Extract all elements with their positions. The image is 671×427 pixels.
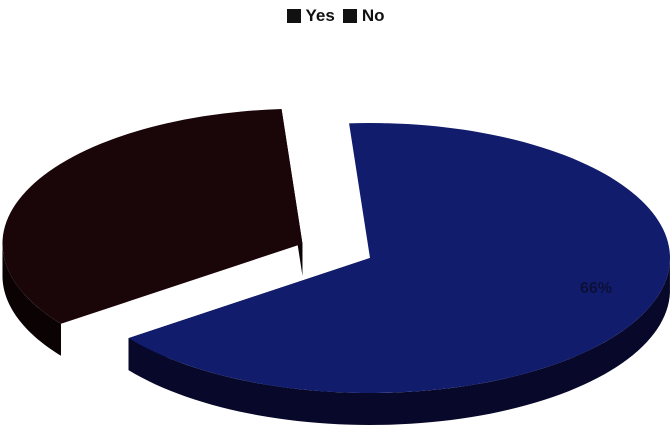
legend-label-no: No xyxy=(361,6,385,25)
legend-item-no: No xyxy=(342,6,385,26)
pie-slice-no-side xyxy=(2,245,61,356)
chart-legend: Yes No xyxy=(0,6,671,26)
legend-swatch-no xyxy=(342,9,357,23)
pie-slice-no xyxy=(2,109,303,324)
pie-slice-yes xyxy=(128,123,670,393)
legend-label-yes: Yes xyxy=(305,6,335,25)
legend-item-yes: Yes xyxy=(286,6,335,26)
legend-swatch-yes xyxy=(286,9,301,23)
pie-slice-yes-side xyxy=(128,260,670,425)
data-label-yes: 66% xyxy=(580,280,612,297)
pie-slices xyxy=(2,109,670,425)
